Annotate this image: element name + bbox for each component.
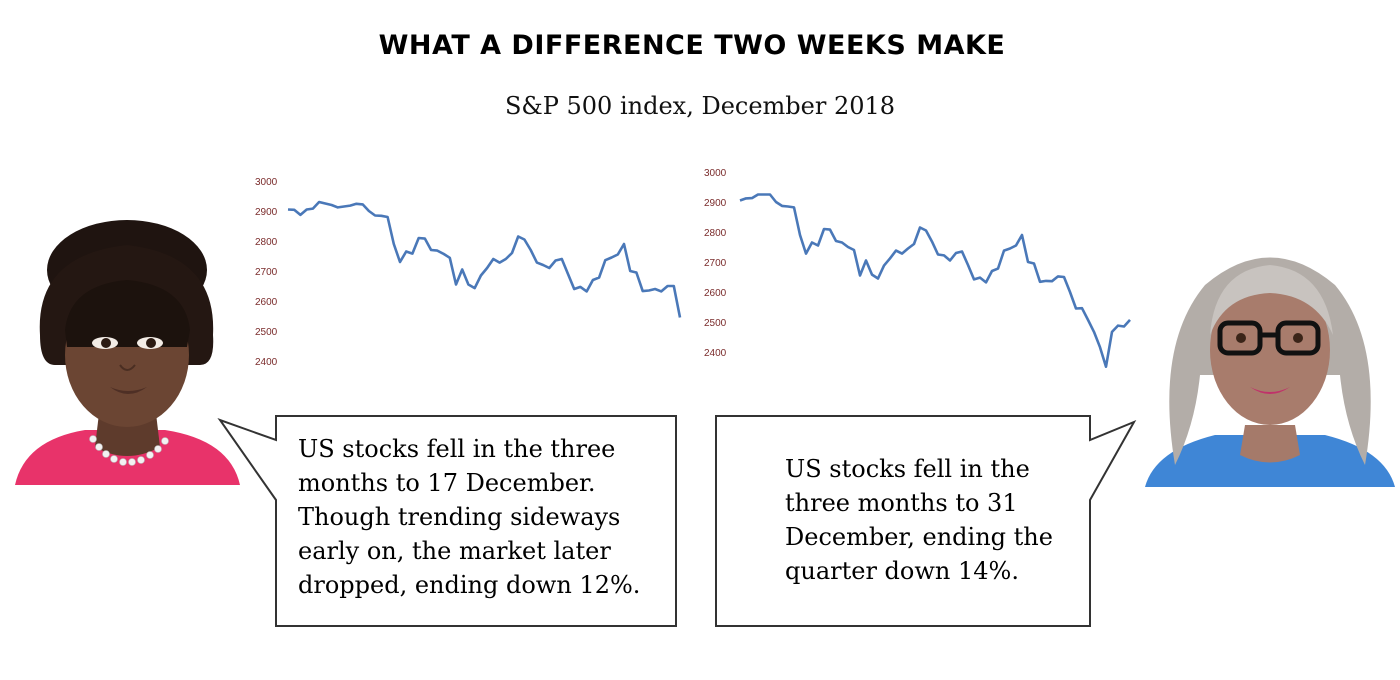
y-tick-label: 2400 <box>255 357 278 368</box>
bubble-line: three months to 31 <box>785 489 1018 517</box>
left-speech-bubble <box>217 415 677 627</box>
y-tick-label: 2700 <box>255 267 278 278</box>
bubble-line: December, ending the <box>785 523 1053 551</box>
series-line <box>739 193 1131 368</box>
bubble-line: dropped, ending down 12%. <box>298 571 641 599</box>
series-line <box>287 200 682 318</box>
woman-dark-hair-avatar <box>15 220 240 485</box>
y-tick-label: 3000 <box>704 168 727 179</box>
bubble-line: months to 17 December. <box>298 469 596 497</box>
bubble-line: quarter down 14%. <box>785 557 1019 585</box>
y-tick-label: 2800 <box>704 228 727 239</box>
y-tick-label: 2900 <box>704 198 727 209</box>
right-speech-bubble <box>715 415 1137 627</box>
y-tick-label: 2500 <box>255 327 278 338</box>
bubble-line: US stocks fell in the three <box>298 435 616 463</box>
page-subtitle: S&P 500 index, December 2018 <box>504 92 896 120</box>
right-bubble-text: US stocks fell in the three months to 31… <box>785 452 1075 588</box>
sp500-chart-to-17-december: 3000 2900 2800 2700 2600 2500 2400 <box>255 177 682 368</box>
bubble-line: early on, the market later <box>298 537 611 565</box>
bubble-line: Though trending sideways <box>298 503 621 531</box>
y-tick-label: 2400 <box>704 348 727 359</box>
y-tick-label: 3000 <box>255 177 278 188</box>
woman-gray-hair-glasses-avatar <box>1145 257 1395 487</box>
sp500-chart-to-31-december: 3000 2900 2800 2700 2600 2500 2400 <box>704 168 1131 368</box>
page-title: WHAT A DIFFERENCE TWO WEEKS MAKE <box>378 30 1006 61</box>
left-bubble-text: US stocks fell in the three months to 17… <box>298 432 668 602</box>
y-tick-label: 2800 <box>255 237 278 248</box>
y-tick-label: 2600 <box>704 288 727 299</box>
y-tick-label: 2900 <box>255 207 278 218</box>
y-tick-label: 2700 <box>704 258 727 269</box>
y-tick-label: 2500 <box>704 318 727 329</box>
bubble-line: US stocks fell in the <box>785 455 1030 483</box>
y-tick-label: 2600 <box>255 297 278 308</box>
